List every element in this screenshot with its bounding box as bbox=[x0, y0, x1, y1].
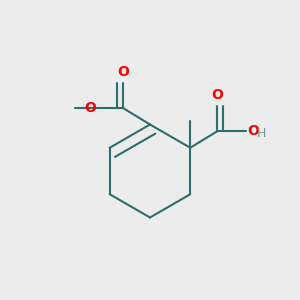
Text: O: O bbox=[84, 101, 96, 115]
Text: H: H bbox=[256, 127, 266, 140]
Text: O: O bbox=[247, 124, 259, 138]
Text: O: O bbox=[211, 88, 223, 102]
Text: O: O bbox=[117, 65, 129, 79]
